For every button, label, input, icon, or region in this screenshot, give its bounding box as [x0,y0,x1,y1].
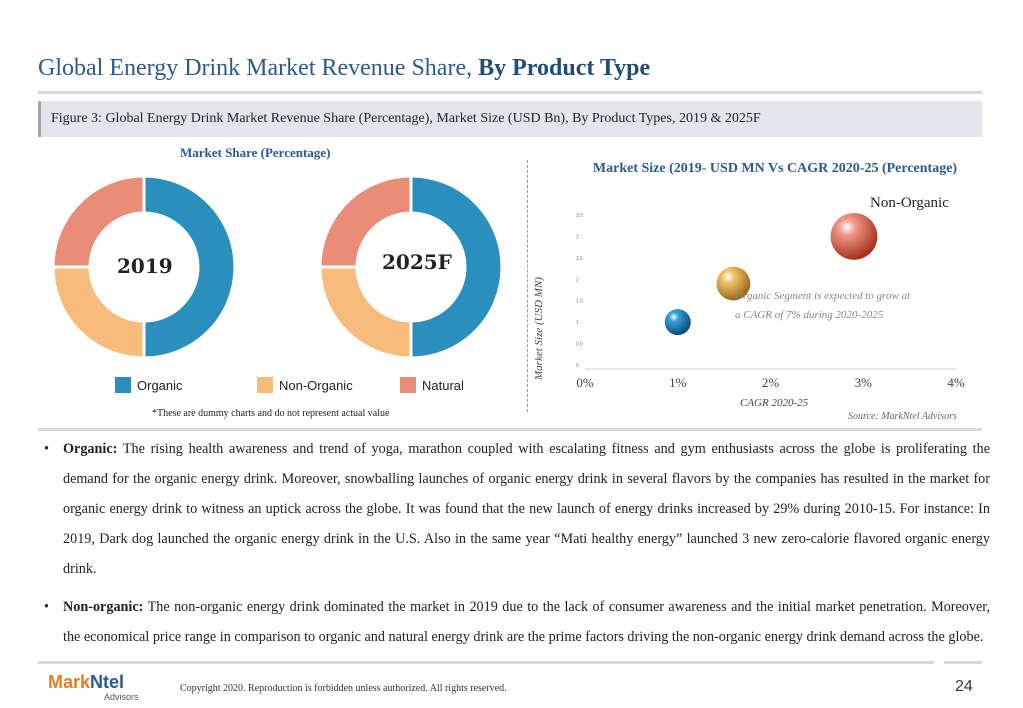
page-number: 24 [955,678,973,695]
market-size-title: Market Size (2019- USD MN Vs CAGR 2020-2… [592,161,958,176]
x-tick-label: 3% [855,375,873,390]
x-tick-label: 1% [669,375,687,390]
donut-slice-natural [318,174,413,269]
bubble-organic [664,309,691,336]
legend: Organic Non-Organic Natural [0,377,520,395]
copyright-text: Copyright 2020. Reproduction is forbidde… [180,683,507,694]
header-divider [38,91,982,94]
donut-slice-non-organic [318,265,413,360]
bullet-text: The non-organic energy drink dominated t… [63,599,990,645]
legend-swatch-organic [115,377,131,393]
legend-swatch-non-organic [257,377,273,393]
logo-sub: Advisors [104,692,139,702]
logo-mark: MarkNtel [48,672,124,693]
annotation-line-1: Organic Segment is expected to grow at [735,290,911,302]
y-tick-label: 0 [576,363,579,369]
legend-label-non-organic: Non-Organic [279,378,353,393]
donut-slice-organic [142,174,237,360]
y-tick-label: 2 [576,277,579,283]
y-tick-label: 0.5 [576,342,583,348]
donut-center-label-2019: 2019 [117,254,173,278]
donut-center-label-2025f: 2025F [382,250,452,274]
y-tick-label: 1.5 [576,299,583,305]
legend-label-organic: Organic [137,378,183,393]
y-tick-label: 3.5 [576,213,583,219]
x-tick-label: 4% [947,375,965,390]
figure-caption: Figure 3: Global Energy Drink Market Rev… [38,101,982,137]
section-divider [38,428,982,431]
x-tick-label: 2% [762,375,780,390]
annotation-line-2: a CAGR of 7% during 2020-2025 [735,309,884,321]
donut-slice-natural [51,174,146,269]
title-bold: By Product Type [478,55,651,81]
donut-chart-2019 [51,174,237,360]
logo-mark-a: Mark [48,672,91,692]
title-plain: Global Energy Drink Market Revenue Share… [38,55,473,81]
x-tick-label: 0% [576,375,594,390]
bubble-chart: 0 0.5 1 1.5 2 2.5 3 3.5 0% 1% 2% 3% 4% [576,213,965,390]
bullet-text: The rising health awareness and trend of… [63,441,990,577]
bullet-list: • Organic: The rising health awareness an… [44,434,990,660]
legend-swatch-natural [400,377,416,393]
y-axis-label: Market Size (USD MN) [533,277,545,380]
bullet-term: Non-organic: [63,599,144,615]
dummy-note: *These are dummy charts and do not repre… [152,408,390,419]
footer-divider-right [944,661,982,664]
bullet-dot: • [44,599,49,615]
legend-label-natural: Natural [422,378,464,393]
bubble-natural [716,266,751,301]
bullet-term: Organic: [63,441,118,457]
market-share-title: Market Share (Percentage) [180,145,331,160]
chart-divider [527,160,528,412]
bubble-non-organic [830,213,878,260]
donut-slice-organic [409,174,504,360]
bullet-organic: • Organic: The rising health awareness an… [44,434,990,584]
bubble-label-non-organic: Non-Organic [870,195,949,211]
y-tick-label: 1 [576,320,579,326]
logo-mark-b: Ntel [90,672,125,692]
donut-slice-non-organic [51,265,146,360]
page-title: Global Energy Drink Market Revenue Share… [38,55,650,82]
donut-chart-2025f [318,174,504,360]
x-axis-label: CAGR 2020-25 [740,397,809,409]
bullet-dot: • [44,441,49,457]
y-tick-label: 2.5 [576,256,583,262]
company-logo: MarkNtel Advisors [48,672,139,702]
y-tick-label: 3 [576,234,579,240]
chart-annotation: Organic Segment is expected to grow at a… [735,287,945,325]
bullet-non-organic: • Non-organic: The non-organic energy dri… [44,592,990,652]
source-note: Source: MarkNtel Advisors [848,411,957,422]
footer-divider-left [38,661,934,664]
